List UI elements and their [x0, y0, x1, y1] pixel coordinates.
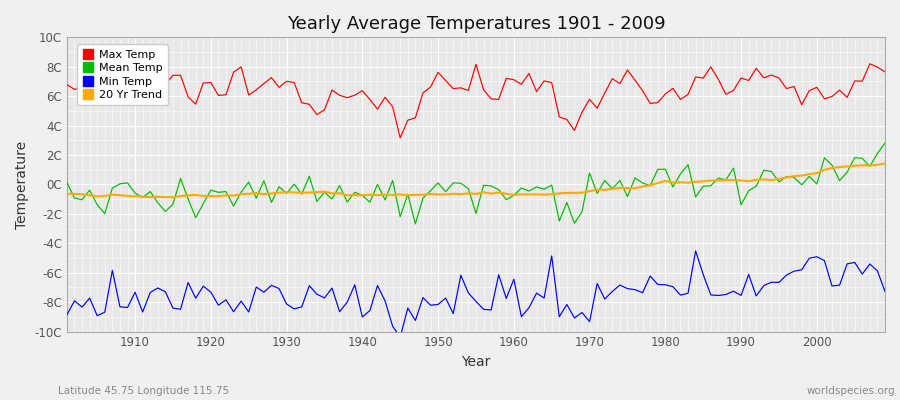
Legend: Max Temp, Mean Temp, Min Temp, 20 Yr Trend: Max Temp, Mean Temp, Min Temp, 20 Yr Tre… — [76, 44, 168, 106]
Text: worldspecies.org: worldspecies.org — [807, 386, 896, 396]
Y-axis label: Temperature: Temperature — [15, 140, 29, 228]
Text: Latitude 45.75 Longitude 115.75: Latitude 45.75 Longitude 115.75 — [58, 386, 230, 396]
X-axis label: Year: Year — [462, 355, 490, 369]
Title: Yearly Average Temperatures 1901 - 2009: Yearly Average Temperatures 1901 - 2009 — [286, 15, 665, 33]
